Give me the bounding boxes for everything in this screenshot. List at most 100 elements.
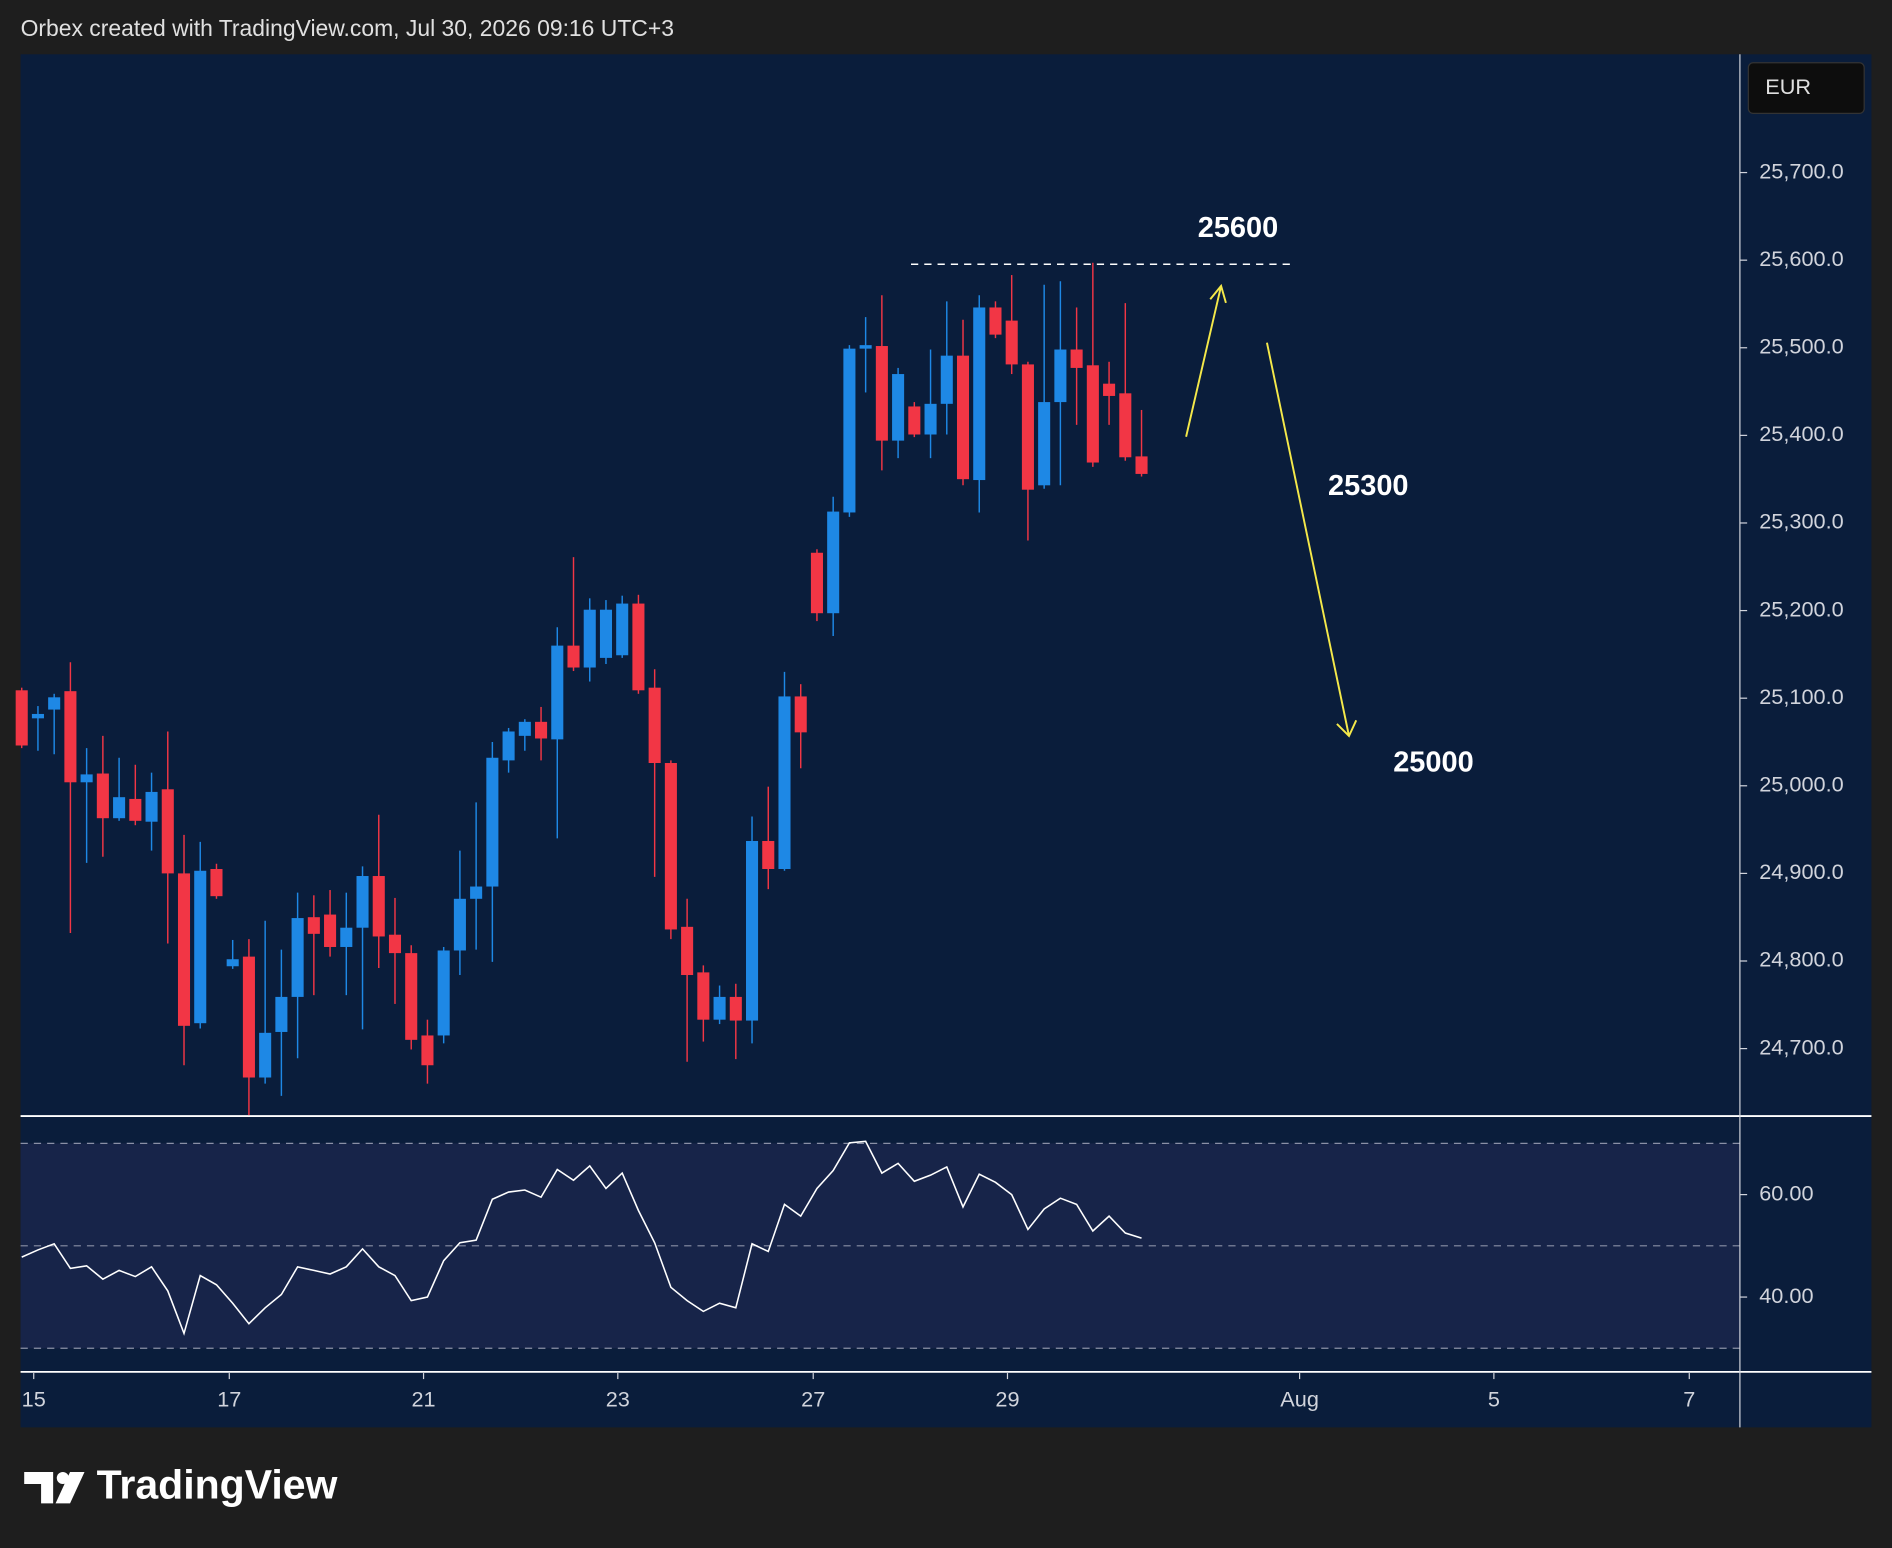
candle-body — [632, 603, 645, 691]
candle-body — [583, 609, 596, 668]
annotation: 25600 — [1198, 212, 1278, 244]
candle-body — [664, 763, 677, 930]
candle-body — [502, 731, 515, 761]
candle-body — [194, 870, 207, 1024]
y-tick-label: 25,400.0 — [1759, 421, 1843, 446]
y-tick-label: 24,700.0 — [1759, 1034, 1843, 1059]
candle-body — [96, 773, 109, 819]
y-tick-label: 25,200.0 — [1759, 596, 1843, 621]
candle-body — [859, 345, 872, 349]
candle-body — [989, 307, 1002, 335]
candle-body — [567, 645, 580, 668]
candle-body — [113, 797, 126, 819]
candle-body — [453, 898, 466, 951]
candle-body — [908, 406, 921, 435]
candle-body — [697, 972, 710, 1020]
candle-body — [1103, 383, 1116, 396]
arrow-up — [1185, 285, 1223, 437]
candle-body — [1070, 349, 1083, 368]
x-tick-label: 15 — [22, 1387, 46, 1412]
candle-body — [1054, 349, 1067, 403]
candle-body — [486, 757, 499, 887]
arrow-head — [1336, 719, 1358, 738]
rsi-panel — [20, 1142, 1740, 1349]
candle-body — [778, 696, 791, 870]
candle-body — [616, 603, 629, 656]
logo-icon — [56, 1471, 69, 1485]
header: Orbex created with TradingView.com, Jul … — [21, 15, 674, 41]
x-tick-label: 21 — [411, 1387, 435, 1412]
candle-body — [437, 950, 450, 1036]
candle-body — [551, 645, 564, 740]
candle-body — [762, 840, 775, 870]
brand: TradingView — [97, 1462, 338, 1508]
candle-body — [745, 840, 759, 1021]
candle-body — [80, 774, 93, 783]
candle-body — [161, 789, 174, 874]
candle-body — [1005, 320, 1018, 365]
candle-body — [31, 713, 44, 719]
candle-body — [973, 307, 986, 481]
logo-icon — [55, 1471, 85, 1504]
candle-body — [226, 959, 239, 967]
x-tick-label: 5 — [1488, 1387, 1500, 1412]
candle-body — [924, 403, 937, 435]
x-tick-label: 17 — [217, 1387, 241, 1412]
candle-body — [892, 374, 905, 441]
candle-body — [275, 996, 288, 1032]
x-tick-label: 29 — [995, 1387, 1019, 1412]
annotation: 25300 — [1328, 470, 1408, 502]
candle-body — [794, 696, 807, 733]
logo: TradingView — [24, 1462, 338, 1508]
candle-body — [242, 956, 255, 1078]
candle-body — [259, 1032, 272, 1078]
y-tick-label: 25,100.0 — [1759, 684, 1843, 709]
candle-body — [177, 873, 191, 1026]
candle-body — [810, 552, 823, 614]
candle-body — [356, 876, 369, 928]
x-tick-label: 23 — [606, 1387, 630, 1412]
candle-body — [940, 355, 953, 404]
arrow-head — [1209, 283, 1227, 304]
candle-body — [599, 609, 613, 658]
candle-body — [875, 346, 888, 441]
currency: EUR — [1765, 74, 1811, 99]
candle-body — [681, 926, 694, 976]
candle-body — [324, 914, 337, 947]
candle-body — [129, 798, 142, 821]
y-tick-label: 40.00 — [1759, 1283, 1813, 1308]
candle-body — [307, 917, 320, 934]
y-tick-label: 25,500.0 — [1759, 334, 1843, 359]
candle-body — [470, 886, 483, 899]
y-tick-label: 60.00 — [1759, 1180, 1813, 1205]
y-tick-label: 25,300.0 — [1759, 509, 1843, 534]
candle-body — [64, 691, 77, 783]
currency-box[interactable] — [1747, 62, 1865, 115]
candle-body — [421, 1035, 434, 1066]
y-tick-label: 24,900.0 — [1759, 859, 1843, 884]
candle-body — [827, 511, 840, 614]
candle-body — [1021, 364, 1034, 490]
candle-body — [1119, 393, 1132, 458]
candle-body — [1086, 365, 1099, 463]
x-tick-label: 7 — [1683, 1387, 1695, 1412]
arrows — [1185, 283, 1358, 738]
candle-body — [729, 996, 742, 1021]
candle-body — [145, 791, 158, 822]
arrow-down — [1265, 342, 1350, 737]
candle-body — [648, 687, 661, 764]
rsi-band — [20, 1143, 1740, 1349]
candle-body — [48, 697, 61, 710]
candle-body — [15, 690, 28, 746]
candle-body — [372, 876, 385, 937]
candle-body — [210, 869, 223, 897]
candle-body — [956, 355, 970, 480]
x-tick-label: Aug — [1280, 1387, 1319, 1412]
candle-body — [843, 348, 856, 513]
x-tick-label: 27 — [801, 1387, 825, 1412]
logo-icon — [24, 1471, 54, 1504]
rsi-line — [21, 1140, 1142, 1336]
candle-body — [388, 934, 402, 954]
